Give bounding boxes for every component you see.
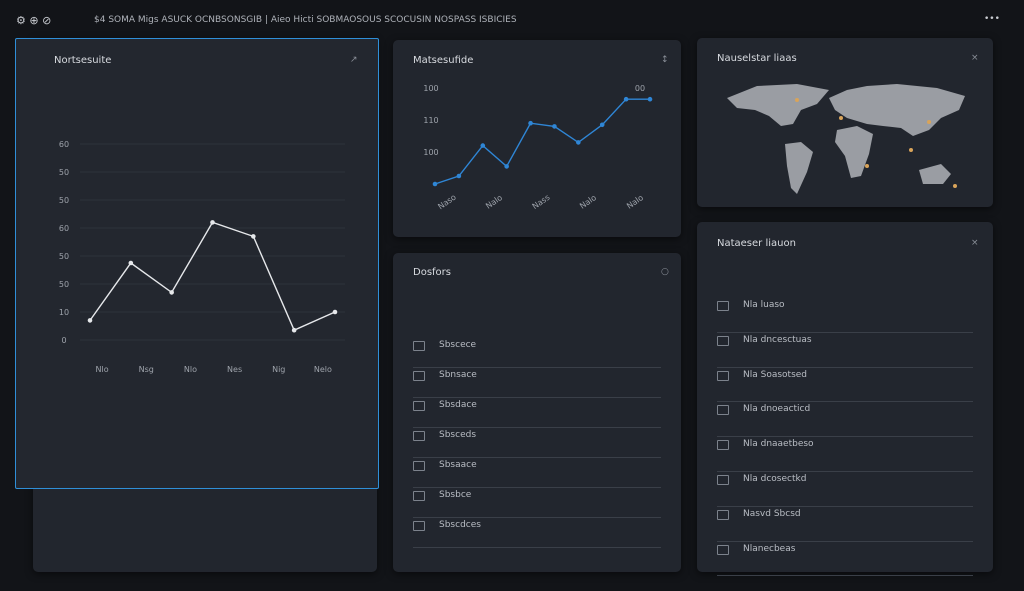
notif-panel: Nataeser liauon × Nla luaso Nla dncesctua… <box>697 222 993 577</box>
header-title: $4 SOMA Migs ASUCK OCNBSONSGIB | Aieo Hi… <box>94 15 517 25</box>
item-label: Sbsceds <box>439 430 477 440</box>
list-item[interactable]: Nasvd Sbcsd <box>717 508 973 542</box>
menu[interactable]: ••• <box>984 14 1000 24</box>
panel-icon[interactable]: × <box>971 53 979 63</box>
list-item[interactable]: Nla dnoeacticd <box>717 403 973 438</box>
panel-icon[interactable]: ↗ <box>350 55 358 65</box>
item-label: Sbscece <box>439 340 477 350</box>
item-icon <box>717 335 729 346</box>
item-label: Sbscdces <box>439 520 481 530</box>
panel-icon[interactable]: ○ <box>661 267 669 277</box>
item-label: Nla dnoeacticd <box>743 404 811 415</box>
panel-title: Nortsesuite <box>54 55 112 66</box>
item-label: Sbnsace <box>439 370 477 380</box>
list-item[interactable]: Sbscece <box>413 339 661 368</box>
item-icon <box>413 431 425 441</box>
item-icon <box>413 521 425 531</box>
item-label: Nlanecbeas <box>743 543 796 554</box>
item-icon <box>413 491 425 501</box>
list-item[interactable]: Nlanecbeas <box>717 543 973 577</box>
panel-title: Dosfors <box>413 267 451 278</box>
panel-icon[interactable]: × <box>971 238 979 248</box>
list-item[interactable]: Sbsbce <box>413 489 661 518</box>
list-item[interactable]: Nla Soasotsed <box>717 369 973 403</box>
top-panel: Matsesufide ↕ <box>393 40 681 237</box>
panel-title: Nataeser liauon <box>717 238 796 249</box>
list-item[interactable]: Sbsceds <box>413 429 661 458</box>
panel-title: Matsesufide <box>413 55 474 66</box>
item-label: Nla Soasotsed <box>743 369 808 380</box>
item-label: Nla luaso <box>743 300 785 310</box>
item-icon <box>413 401 425 411</box>
item-icon <box>717 544 729 555</box>
item-icon <box>413 371 425 381</box>
item-icon <box>717 301 729 311</box>
item-label: Nla dncesctuas <box>743 334 812 345</box>
devices-panel: Dosfors ○ Sbscece Sbnsace Sbsdace Sbsceds Sb… <box>393 253 681 572</box>
item-icon <box>717 440 729 451</box>
list-item[interactable]: Nla dncesctuas <box>717 334 973 368</box>
panel-icon[interactable]: ↕ <box>661 55 669 65</box>
header-icons[interactable]: ⚙ ⊕ ⊘ <box>16 14 52 27</box>
selection[interactable]: Nortsesuite ↗ <box>15 38 379 489</box>
item-label: Nasvd Sbcsd <box>743 508 801 519</box>
item-label: Nla dcosectkd <box>743 474 807 484</box>
item-icon <box>413 461 425 471</box>
list-item[interactable]: Sbscdces <box>413 519 661 548</box>
item-label: Sbsdace <box>439 400 477 410</box>
panel-title: Nauselstar liaas <box>717 53 797 64</box>
list-item[interactable]: Nla dcosectkd <box>717 473 973 507</box>
item-label: Sbsaace <box>439 460 477 470</box>
list-item[interactable]: Nla dnaaetbeso <box>717 438 973 472</box>
list-item[interactable]: Nla luaso <box>717 299 973 333</box>
item-icon <box>717 370 729 381</box>
world-map <box>727 84 965 194</box>
item-icon <box>717 475 729 485</box>
item-icon <box>717 405 729 416</box>
item-icon <box>413 341 425 351</box>
item-label: Sbsbce <box>439 490 472 500</box>
list-item[interactable]: Sbsaace <box>413 459 661 488</box>
item-label: Nla dnaaetbeso <box>743 439 814 450</box>
map-panel: Nauselstar liaas × <box>697 38 993 207</box>
item-icon <box>717 509 729 520</box>
list-item[interactable]: Sbsdace <box>413 399 661 428</box>
list-item[interactable]: Sbnsace <box>413 369 661 398</box>
